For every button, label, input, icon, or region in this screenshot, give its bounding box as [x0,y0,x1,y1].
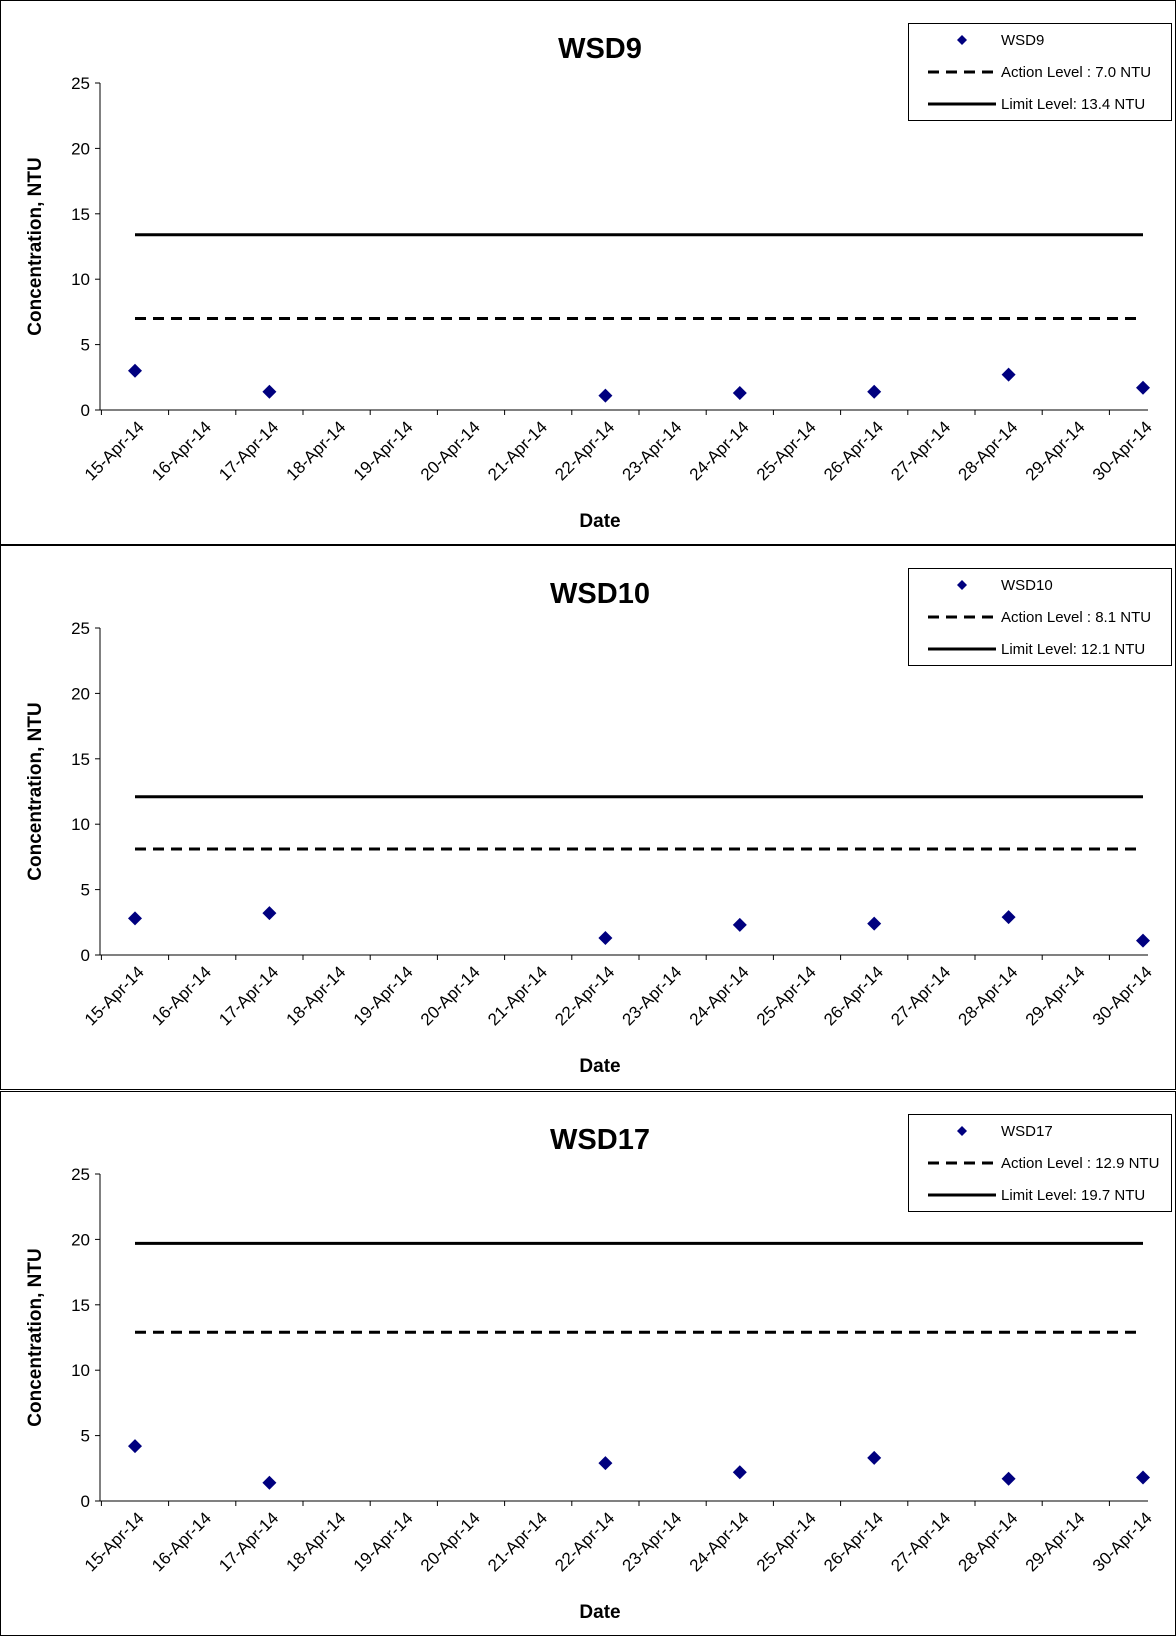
y-tick-label: 20 [71,139,90,158]
data-point [1001,367,1016,382]
legend-label: Action Level : 8.1 NTU [1001,609,1151,626]
data-point [598,930,613,945]
y-tick-label: 0 [81,1492,90,1511]
legend-label: WSD10 [1001,577,1053,594]
legend-marker [957,580,967,590]
y-tick-label: 10 [71,270,90,289]
y-axis-label: Concentration, NTU [25,157,46,335]
legend-label: Limit Level: 19.7 NTU [1001,1187,1145,1204]
data-point [732,1465,747,1480]
y-tick-label: 5 [81,881,90,900]
legend-label: Limit Level: 13.4 NTU [1001,96,1145,113]
legend-marker [957,1126,967,1136]
legend: WSD9 Action Level : 7.0 NTU Limit Level: 1… [908,23,1172,121]
chart-title: WSD17 [550,1124,650,1156]
legend: WSD17 Action Level : 12.9 NTU Limit Level:… [908,1114,1172,1212]
data-point [1136,1470,1150,1485]
y-tick-label: 20 [71,1230,90,1249]
y-tick-label: 20 [71,684,90,703]
chart-title: WSD10 [550,578,650,610]
x-axis-label: Date [579,511,620,532]
x-axis-label: Date [579,1056,620,1077]
data-point [1136,380,1150,395]
y-tick-label: 15 [71,750,90,769]
data-point [867,384,882,399]
data-point [867,1450,882,1465]
y-tick-label: 25 [71,1165,90,1184]
y-axis-label: Concentration, NTU [25,1248,46,1426]
legend: WSD10 Action Level : 8.1 NTU Limit Level: … [908,568,1172,666]
legend-label: WSD17 [1001,1123,1053,1140]
chart-title: WSD9 [558,33,642,65]
x-axis-label: Date [579,1602,620,1623]
data-point [1001,1471,1016,1486]
data-point [262,384,277,399]
y-tick-label: 25 [71,74,90,93]
data-point [1001,910,1016,925]
data-point [1136,933,1150,948]
data-point [128,911,142,926]
data-point [598,1456,613,1471]
data-point [732,917,747,932]
data-point [262,1475,277,1490]
y-tick-label: 15 [71,205,90,224]
y-tick-label: 25 [71,619,90,638]
data-point [128,363,142,378]
y-tick-label: 0 [81,401,90,420]
data-point [867,916,882,931]
y-tick-label: 0 [81,946,90,965]
y-tick-label: 10 [71,1361,90,1380]
y-tick-label: 5 [81,336,90,355]
y-tick-label: 10 [71,815,90,834]
data-point [598,388,613,403]
y-axis-label: Concentration, NTU [25,702,46,880]
y-tick-label: 5 [81,1427,90,1446]
data-point [262,906,277,921]
legend-label: Action Level : 12.9 NTU [1001,1155,1159,1172]
data-point [732,385,747,400]
legend-label: WSD9 [1001,32,1044,49]
data-point [128,1439,142,1454]
legend-label: Limit Level: 12.1 NTU [1001,641,1145,658]
legend-label: Action Level : 7.0 NTU [1001,64,1151,81]
y-tick-label: 15 [71,1296,90,1315]
legend-marker [957,35,967,45]
